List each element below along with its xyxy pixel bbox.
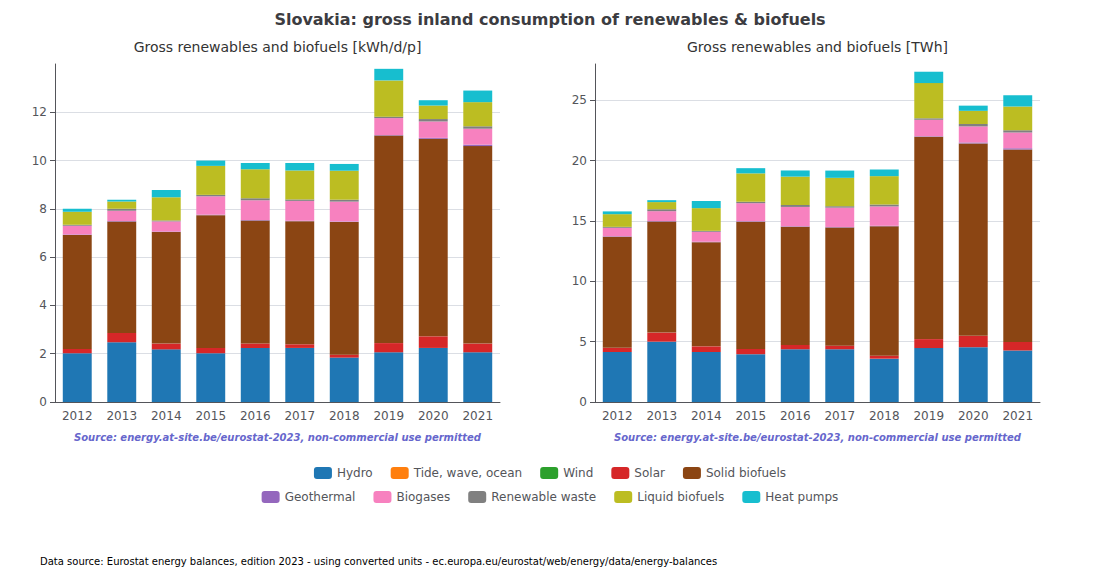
svg-text:2015: 2015 [195,409,226,423]
svg-text:Source: energy.at-site.be/euro: Source: energy.at-site.be/eurostat-2023,… [614,432,1022,443]
svg-text:5: 5 [579,335,587,349]
svg-text:Solid biofuels: Solid biofuels [706,466,786,480]
svg-text:12: 12 [32,105,47,119]
svg-text:2017: 2017 [284,409,315,423]
svg-text:Heat pumps: Heat pumps [765,490,838,504]
svg-text:2: 2 [39,347,47,361]
svg-text:Tide, wave, ocean: Tide, wave, ocean [413,466,523,480]
svg-text:2016: 2016 [780,409,811,423]
svg-text:2012: 2012 [602,409,633,423]
svg-text:2013: 2013 [106,409,137,423]
svg-text:2014: 2014 [151,409,182,423]
svg-text:Renewable waste: Renewable waste [491,490,596,504]
svg-text:10: 10 [572,274,587,288]
svg-text:2020: 2020 [958,409,989,423]
svg-text:Gross renewables and biofuels: Gross renewables and biofuels [kWh/d/p] [134,39,422,55]
svg-text:2021: 2021 [462,409,493,423]
svg-text:Data source: Eurostat energy b: Data source: Eurostat energy balances, e… [40,556,717,567]
svg-text:Solar: Solar [634,466,665,480]
svg-text:Geothermal: Geothermal [285,490,356,504]
svg-text:Source: energy.at-site.be/euro: Source: energy.at-site.be/eurostat-2023,… [74,432,482,443]
svg-text:2019: 2019 [373,409,404,423]
svg-text:2014: 2014 [691,409,722,423]
svg-text:Hydro: Hydro [337,466,373,480]
svg-text:2017: 2017 [824,409,855,423]
svg-text:0: 0 [39,395,47,409]
svg-text:2012: 2012 [62,409,93,423]
svg-text:Biogases: Biogases [396,490,450,504]
svg-text:2018: 2018 [869,409,900,423]
svg-text:2013: 2013 [646,409,677,423]
svg-text:2015: 2015 [735,409,766,423]
svg-text:15: 15 [572,214,587,228]
svg-text:Liquid biofuels: Liquid biofuels [637,490,724,504]
svg-text:25: 25 [572,93,587,107]
svg-text:4: 4 [39,298,47,312]
svg-text:Gross renewables and biofuels: Gross renewables and biofuels [TWh] [687,39,948,55]
svg-text:Slovakia: gross inland consump: Slovakia: gross inland consumption of re… [274,10,825,29]
svg-text:Wind: Wind [563,466,593,480]
svg-text:20: 20 [572,154,587,168]
svg-text:10: 10 [32,154,47,168]
svg-text:2016: 2016 [240,409,271,423]
svg-text:2020: 2020 [418,409,449,423]
svg-text:8: 8 [39,202,47,216]
svg-text:0: 0 [579,395,587,409]
svg-text:2019: 2019 [913,409,944,423]
svg-text:2018: 2018 [329,409,360,423]
svg-text:6: 6 [39,250,47,264]
svg-text:2021: 2021 [1002,409,1033,423]
